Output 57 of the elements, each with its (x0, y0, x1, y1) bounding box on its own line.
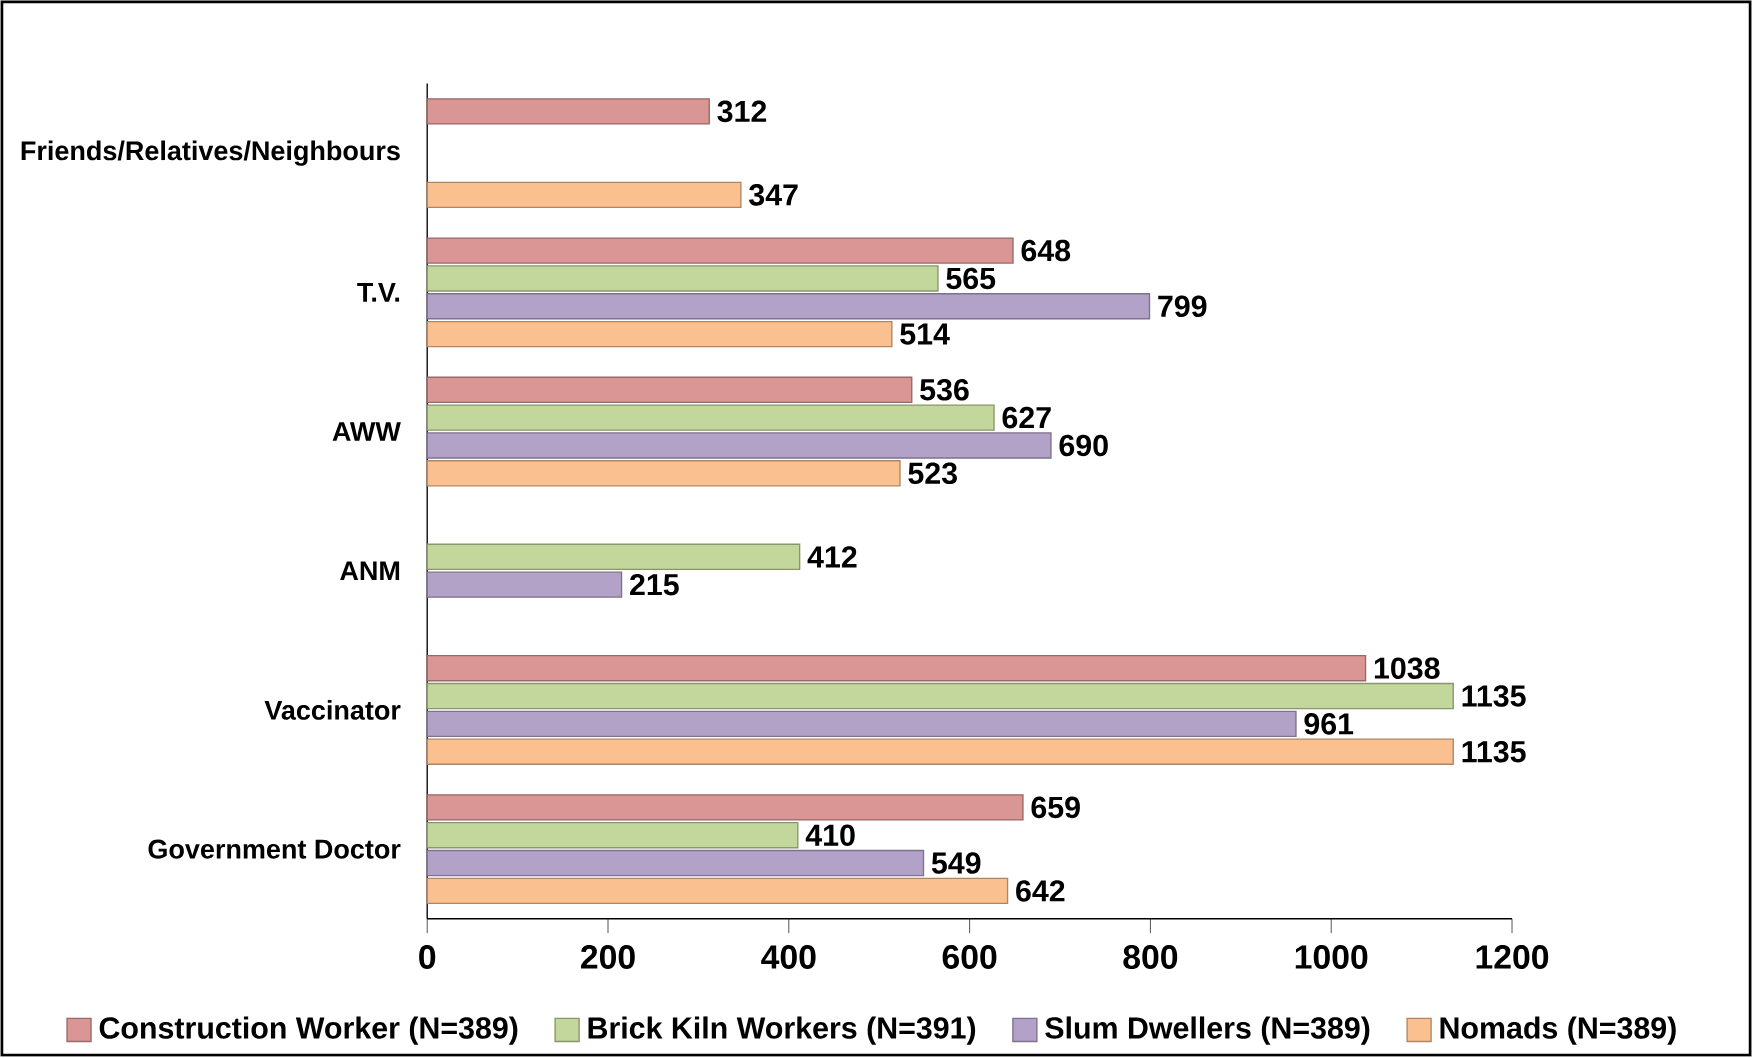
x-tick-label: 400 (761, 945, 816, 969)
x-tick-label: 600 (942, 945, 997, 969)
y-tick-label: T.V. (357, 283, 400, 302)
legend-label: Brick Kiln Workers (N=391) (588, 1016, 976, 1045)
bar (426, 849, 925, 877)
data-label: 215 (630, 573, 679, 596)
y-tick-label: AWW (332, 422, 401, 441)
data-label: 627 (1002, 406, 1051, 429)
bar (426, 460, 901, 487)
data-label: 523 (908, 462, 957, 485)
x-tick-label: 800 (1123, 945, 1178, 969)
data-label: 410 (805, 824, 855, 847)
data-label: 347 (749, 184, 798, 206)
bar (426, 655, 1367, 682)
data-label: 412 (807, 546, 857, 568)
data-label: 961 (1304, 713, 1354, 735)
bar (426, 877, 1009, 905)
data-label: 549 (931, 852, 981, 874)
legend-label: Slum Dwellers (N=389) (1045, 1016, 1370, 1045)
bar (426, 181, 742, 209)
data-label: 514 (900, 323, 950, 345)
y-tick-label: ANM (340, 561, 400, 581)
bar (426, 265, 939, 292)
data-label: 536 (920, 379, 969, 401)
x-tick-label: 200 (581, 945, 635, 969)
bar (426, 98, 710, 125)
legend-label: Nomads (N=389) (1440, 1016, 1676, 1045)
data-label: 1135 (1462, 740, 1526, 763)
data-label: 1038 (1374, 657, 1440, 679)
x-tick-label: 1000 (1295, 945, 1368, 969)
bar (426, 320, 893, 348)
bar (426, 376, 913, 404)
bar (426, 794, 1024, 821)
y-tick-label: Friends/Relatives/Neighbours (21, 140, 400, 166)
x-tick-label: 0 (419, 945, 436, 969)
bar (426, 432, 1052, 459)
bar (426, 822, 799, 849)
x-tick-label: 1200 (1476, 945, 1549, 969)
data-label: 648 (1021, 239, 1071, 262)
y-tick-label: Vaccinator (264, 700, 401, 720)
data-label: 799 (1158, 295, 1207, 318)
bar (426, 293, 1151, 320)
data-label: 565 (946, 267, 996, 290)
y-tick-label: Government Doctor (148, 839, 401, 859)
bar (426, 710, 1297, 738)
bar (426, 404, 995, 431)
bar (426, 543, 801, 571)
bar (426, 237, 1014, 264)
data-label: 659 (1031, 796, 1080, 819)
bar (426, 682, 1454, 710)
data-label: 1135 (1462, 685, 1526, 707)
data-label: 642 (1016, 880, 1065, 902)
legend-label: Construction Worker (N=389) (99, 1016, 518, 1045)
data-label: 690 (1059, 434, 1108, 457)
data-label: 312 (717, 100, 767, 123)
bar (426, 571, 623, 598)
bar (426, 738, 1454, 765)
